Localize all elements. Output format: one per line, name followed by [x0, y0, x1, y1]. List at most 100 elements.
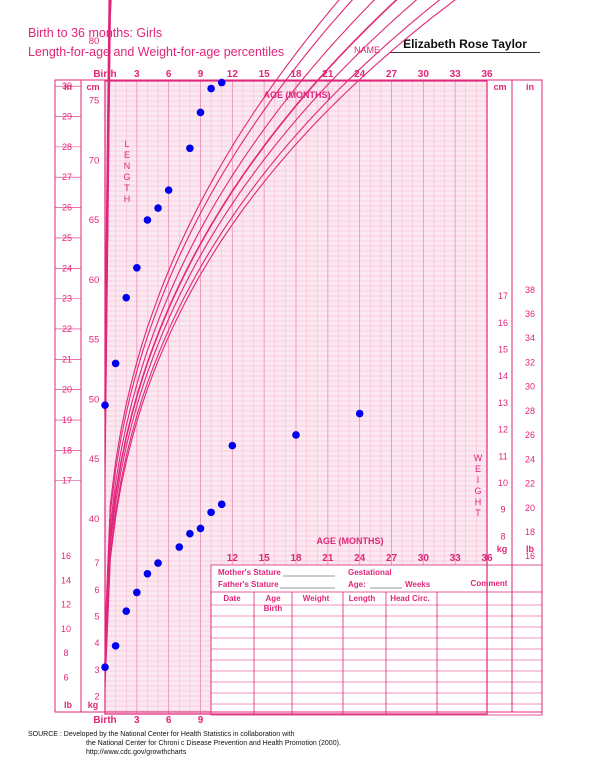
weight-curve	[104, 0, 441, 682]
weight-curve	[104, 0, 353, 642]
unit-lb: lb	[64, 700, 73, 710]
length-letter: G	[123, 172, 130, 182]
top-age-tick: 3	[134, 69, 140, 80]
kg-tick: 7	[94, 558, 99, 568]
patient-point	[228, 441, 237, 450]
mid-age-tick: 33	[450, 553, 462, 564]
kg-tick-right: 13	[498, 398, 508, 408]
cm-tick: 55	[89, 335, 100, 346]
lb-tick: 10	[61, 624, 71, 634]
cm-tick: 65	[89, 215, 100, 226]
patient-point	[154, 559, 162, 567]
lb-tick-right: 30	[525, 382, 535, 392]
bottom-age-tick: 6	[166, 715, 172, 726]
fathers-stature-label: Father's Stature	[218, 580, 279, 589]
lb-tick-right: 32	[525, 357, 535, 367]
weight-letter: E	[475, 464, 481, 474]
kg-tick: 4	[94, 638, 99, 648]
source-line: the National Center for Chroni c Disease…	[86, 740, 341, 747]
lb-tick-right: 16	[525, 551, 535, 561]
weight-letter: H	[475, 497, 482, 507]
top-age-tick: 36	[481, 69, 493, 80]
cm-tick: 60	[89, 275, 100, 286]
age-label-top: AGE (MONTHS)	[264, 90, 331, 100]
patient-point	[164, 186, 173, 194]
mid-age-tick: 30	[418, 553, 430, 564]
bottom-age-tick: 9	[198, 715, 204, 726]
length-letter: L	[124, 139, 129, 149]
length-letter: E	[124, 150, 130, 160]
weeks-label: Weeks	[405, 580, 431, 589]
lb-tick-right: 20	[525, 503, 535, 513]
gestational-label: Gestational	[348, 568, 392, 577]
patient-point	[122, 607, 131, 615]
kg-tick-right: 17	[498, 291, 508, 301]
bottom-age-tick: 3	[134, 715, 140, 726]
unit-lb-right: lb	[526, 544, 535, 554]
chart-title: Birth to 36 months: Girls	[28, 26, 163, 40]
age-label-mid: AGE (MONTHS)	[317, 536, 384, 546]
top-age-tick: 30	[418, 69, 430, 80]
mid-age-tick: 21	[322, 553, 334, 564]
patient-point	[217, 78, 226, 87]
weight-curve	[104, 0, 398, 665]
unit-kg: kg	[88, 700, 99, 710]
length-letter: T	[124, 183, 130, 193]
table-column-header: Head Circ.	[390, 594, 430, 603]
lb-tick-right: 24	[525, 454, 535, 464]
comment-header: Comment	[471, 579, 508, 588]
mid-age-tick: 12	[227, 553, 239, 564]
top-age-tick: 18	[290, 69, 302, 80]
weight-curve	[104, 0, 418, 674]
kg-tick: 2	[94, 692, 99, 702]
patient-point	[133, 264, 141, 272]
top-age-tick: 9	[198, 69, 204, 80]
cm-tick: 50	[89, 394, 100, 405]
kg-tick-right: 8	[500, 531, 505, 541]
patient-point	[207, 84, 215, 93]
weight-curve	[104, 0, 340, 634]
patient-point	[143, 569, 152, 578]
cm-tick: 70	[89, 155, 100, 166]
patient-point	[101, 401, 109, 410]
unit-kg-right: kg	[497, 544, 508, 554]
top-age-tick: 15	[259, 69, 271, 80]
kg-tick-right: 9	[500, 505, 505, 515]
patient-point	[196, 524, 205, 533]
unit-cm: cm	[86, 82, 99, 92]
lb-tick-right: 28	[525, 406, 535, 416]
table-column-header: Length	[349, 594, 376, 603]
cm-tick: 45	[89, 454, 100, 465]
lb-tick-right: 26	[525, 430, 535, 440]
lb-tick-right: 36	[525, 309, 535, 319]
patient-point	[207, 508, 215, 517]
patient-point	[122, 293, 131, 302]
unit-in-right: in	[526, 82, 534, 92]
kg-tick-right: 15	[498, 345, 508, 355]
lb-tick-right: 38	[525, 285, 535, 295]
top-age-tick: 33	[450, 69, 462, 80]
unit-in: in	[64, 82, 72, 92]
patient-point	[111, 359, 120, 368]
patient-point	[292, 431, 300, 439]
source-note: SOURCE : Developed by the National Cente…	[28, 730, 341, 757]
top-age-tick: 24	[354, 69, 366, 80]
lb-tick-right: 18	[525, 527, 535, 537]
mothers-stature-label: Mother's Stature	[218, 568, 281, 577]
mid-age-tick: 36	[481, 553, 493, 564]
cm-tick: 80	[89, 36, 100, 47]
lb-tick-right: 34	[525, 333, 535, 343]
table-column-header: Age	[265, 594, 281, 603]
patient-name[interactable]: Elizabeth Rose Taylor	[390, 37, 540, 53]
top-age-tick: 27	[386, 69, 398, 80]
cm-tick: 40	[89, 514, 100, 525]
kg-tick: 6	[94, 585, 99, 595]
chart-subtitle: Length-for-age and Weight-for-age percen…	[28, 45, 285, 59]
lb-tick: 6	[63, 672, 68, 682]
mid-age-tick: 27	[386, 553, 398, 564]
name-label: NAME	[354, 45, 381, 55]
length-letter: H	[124, 194, 131, 204]
kg-tick: 5	[94, 612, 99, 622]
kg-tick: 3	[94, 665, 99, 675]
gestational-age-label: Age:	[348, 580, 366, 589]
